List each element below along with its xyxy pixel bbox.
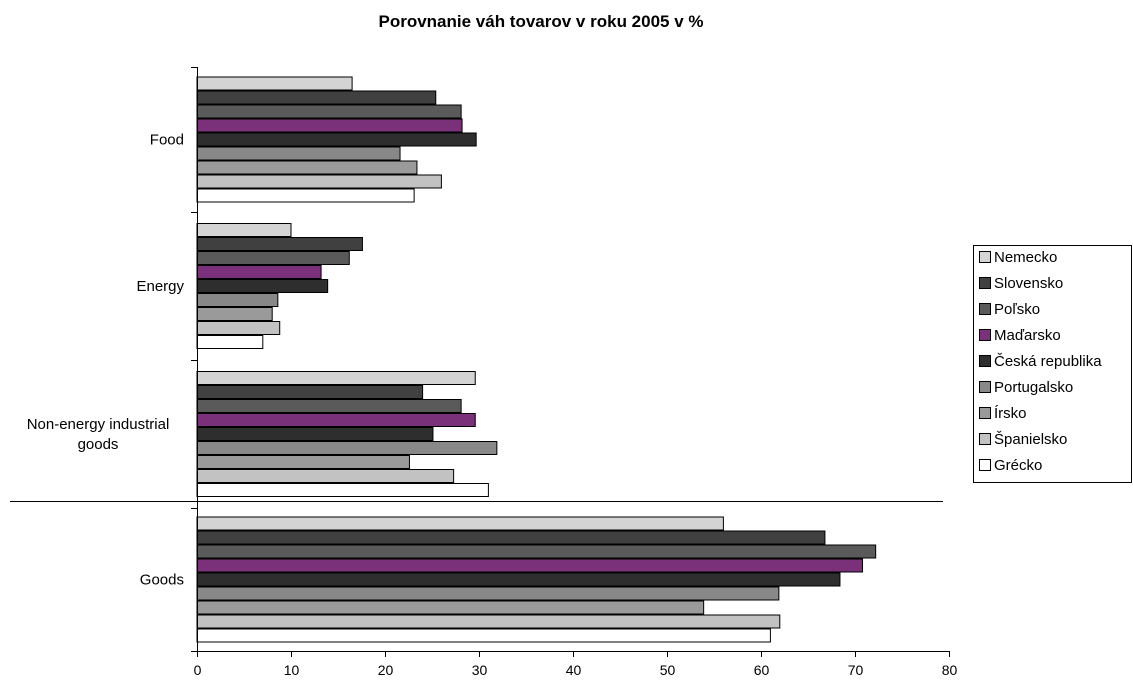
bar-goods-9 [196, 628, 771, 643]
category-label: Energy [136, 278, 184, 295]
legend-swatch [979, 355, 991, 367]
x-tick-label: 60 [754, 662, 770, 678]
legend-swatch [979, 277, 991, 289]
x-tick-label: 30 [472, 662, 488, 678]
legend-label: Španielsko [994, 431, 1067, 448]
bar-non-energy-industrial-goods-5 [196, 427, 434, 441]
bar-goods-8 [196, 614, 781, 629]
x-tick-label: 70 [848, 662, 864, 678]
bar-food-8 [196, 174, 442, 189]
bar-energy-3 [196, 251, 350, 265]
bar-food-1 [196, 76, 353, 91]
bar-food-2 [196, 90, 437, 105]
legend-label: Írsko [994, 405, 1027, 422]
bar-non-energy-industrial-goods-1 [196, 371, 476, 385]
bar-non-energy-industrial-goods-6 [196, 441, 498, 455]
bar-energy-6 [196, 293, 279, 307]
category-label: Food [150, 132, 184, 149]
bar-energy-4 [196, 265, 322, 279]
x-tick-label: 80 [942, 662, 958, 678]
bar-non-energy-industrial-goods-3 [196, 399, 462, 413]
bar-goods-3 [196, 544, 877, 559]
legend-swatch [979, 251, 991, 263]
bar-food-5 [196, 132, 477, 147]
bar-goods-6 [196, 586, 780, 601]
legend-swatch [979, 407, 991, 419]
bar-goods-4 [196, 558, 864, 573]
bar-non-energy-industrial-goods-9 [196, 483, 489, 497]
legend-label: Nemecko [994, 249, 1057, 266]
bar-energy-9 [196, 335, 264, 349]
bar-non-energy-industrial-goods-2 [196, 385, 424, 399]
category-label: Goods [140, 572, 184, 589]
x-tick-label: 10 [284, 662, 300, 678]
bar-non-energy-industrial-goods-7 [196, 455, 410, 469]
legend-label: Maďarsko [994, 327, 1061, 344]
bar-energy-2 [196, 237, 363, 251]
bar-energy-7 [196, 307, 273, 321]
legend-swatch [979, 329, 991, 341]
x-tick-label: 50 [660, 662, 676, 678]
legend-swatch [979, 303, 991, 315]
legend-label: Portugalsko [994, 379, 1073, 396]
bar-goods-5 [196, 572, 841, 587]
legend-box [973, 245, 1132, 483]
x-tick-label: 0 [194, 662, 202, 678]
bar-food-7 [196, 160, 418, 175]
bar-goods-2 [196, 530, 826, 545]
bar-energy-1 [196, 223, 292, 237]
x-tick-label: 20 [378, 662, 394, 678]
category-label: Non-energy industrial goods [27, 416, 170, 453]
legend-swatch [979, 381, 991, 393]
legend-swatch [979, 433, 991, 445]
legend-label: Grécko [994, 457, 1042, 474]
bar-goods-7 [196, 600, 705, 615]
bar-non-energy-industrial-goods-4 [196, 413, 476, 427]
bar-food-6 [196, 146, 401, 161]
bar-food-4 [196, 118, 463, 133]
bar-goods-1 [196, 516, 724, 531]
x-tick-label: 40 [566, 662, 582, 678]
chart-title: Porovnanie váh tovarov v roku 2005 v % [378, 12, 703, 31]
legend-swatch [979, 459, 991, 471]
bar-energy-8 [196, 321, 281, 335]
bar-food-3 [196, 104, 462, 119]
bar-non-energy-industrial-goods-8 [196, 469, 455, 483]
legend-label: Slovensko [994, 275, 1063, 292]
bar-food-9 [196, 188, 415, 203]
legend-label: Česká republika [994, 353, 1102, 370]
bar-energy-5 [196, 279, 329, 293]
legend-label: Poľsko [994, 301, 1040, 318]
